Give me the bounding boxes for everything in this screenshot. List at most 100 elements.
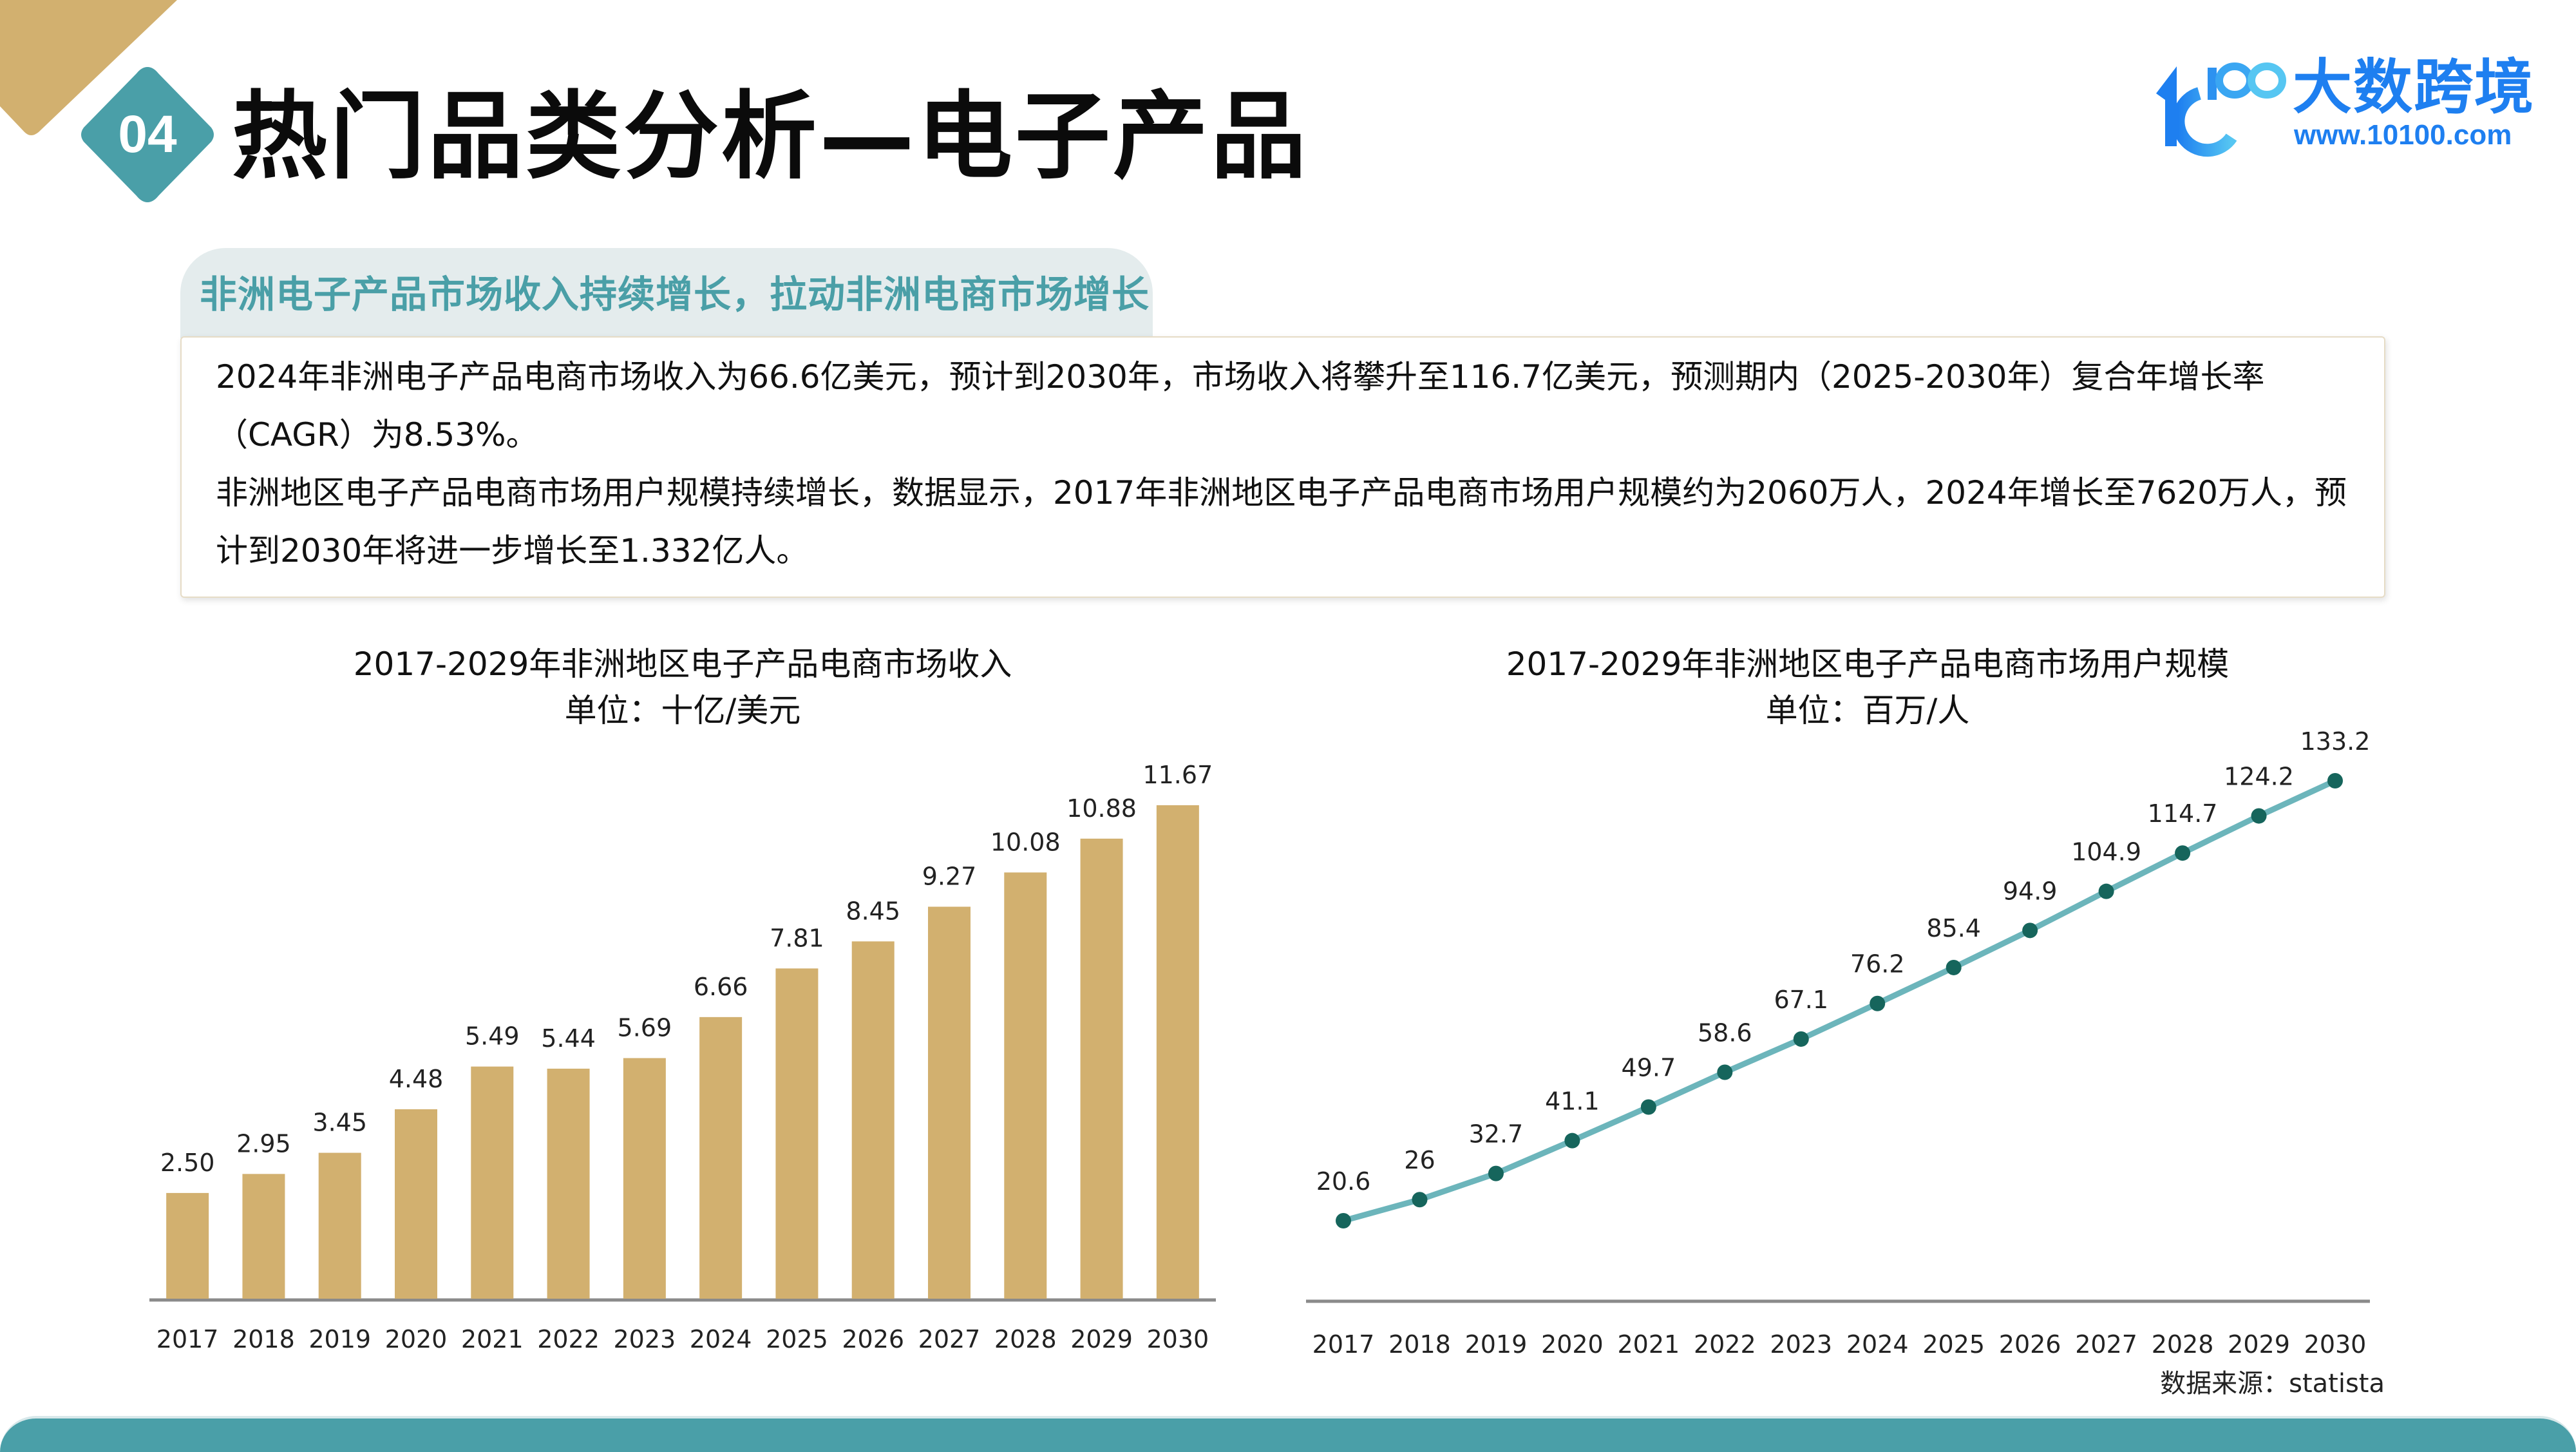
logo-name: 大数跨境 bbox=[2293, 53, 2535, 122]
section-number: 04 bbox=[118, 105, 177, 164]
line-chart-title: 2017-2029年非洲地区电子产品电商市场用户规模 单位：百万/人 bbox=[1288, 641, 2447, 734]
line-x-tick-label: 2021 bbox=[1617, 1330, 1680, 1359]
line-point-2021 bbox=[1640, 1099, 1656, 1115]
line-value-label: 133.2 bbox=[2300, 727, 2371, 756]
line-value-label: 41.1 bbox=[1545, 1087, 1600, 1116]
line-x-tick-label: 2017 bbox=[1312, 1330, 1375, 1359]
line-value-label: 32.7 bbox=[1469, 1120, 1524, 1149]
bar-value-label: 5.69 bbox=[618, 1014, 672, 1042]
line-point-2024 bbox=[1870, 995, 1886, 1011]
diamond-icon bbox=[81, 67, 214, 202]
line-value-label: 85.4 bbox=[1926, 914, 1981, 942]
line-x-tick-label: 2025 bbox=[1922, 1330, 1985, 1359]
bar-x-tick-label: 2018 bbox=[232, 1325, 295, 1353]
line-point-2022 bbox=[1717, 1064, 1733, 1080]
line-point-2019 bbox=[1488, 1165, 1504, 1181]
bar-x-tick-label: 2025 bbox=[766, 1325, 828, 1353]
line-point-2028 bbox=[2175, 845, 2191, 861]
users-series-line bbox=[1342, 778, 2336, 1224]
bar-chart-unit: 单位：十亿/美元 bbox=[564, 692, 801, 729]
line-value-label: 20.6 bbox=[1316, 1167, 1371, 1196]
bar-2019 bbox=[318, 1152, 361, 1299]
bar-x-tick-label: 2026 bbox=[842, 1325, 904, 1353]
bar-value-label: 9.27 bbox=[922, 863, 977, 891]
subtitle-tab bbox=[180, 248, 1153, 338]
brand-logo[interactable]: 大数跨境 www.10100.com bbox=[2151, 55, 2537, 158]
line-x-tick-label: 2027 bbox=[2075, 1330, 2137, 1359]
line-point-2018 bbox=[1412, 1192, 1428, 1208]
bar-2024 bbox=[699, 1017, 743, 1299]
bar-x-tick-label: 2029 bbox=[1070, 1325, 1133, 1353]
bar-2022 bbox=[547, 1068, 590, 1299]
line-x-tick-label: 2022 bbox=[1694, 1330, 1756, 1359]
line-point-2026 bbox=[2022, 922, 2038, 939]
data-source: 数据来源：statista bbox=[2160, 1369, 2385, 1399]
bar-value-label: 2.95 bbox=[236, 1129, 291, 1158]
bar-x-tick-label: 2017 bbox=[156, 1325, 219, 1353]
line-point-2020 bbox=[1564, 1132, 1580, 1149]
line-value-label: 104.9 bbox=[2071, 838, 2141, 866]
line-value-label: 49.7 bbox=[1622, 1053, 1676, 1082]
bar-2030 bbox=[1156, 805, 1199, 1299]
line-value-label: 124.2 bbox=[2224, 763, 2294, 791]
line-value-label: 26 bbox=[1404, 1146, 1435, 1174]
bar-x-tick-label: 2022 bbox=[537, 1325, 600, 1353]
line-value-label: 67.1 bbox=[1774, 986, 1828, 1014]
line-x-tick-label: 2019 bbox=[1465, 1330, 1528, 1359]
line-x-tick-label: 2024 bbox=[1846, 1330, 1909, 1359]
bar-value-label: 10.08 bbox=[990, 828, 1061, 856]
bar-2028 bbox=[1004, 872, 1047, 1299]
bar-2020 bbox=[395, 1109, 437, 1299]
line-point-2027 bbox=[2098, 883, 2114, 899]
line-x-tick-label: 2018 bbox=[1388, 1330, 1451, 1359]
bar-value-label: 10.88 bbox=[1066, 794, 1137, 823]
summary-box bbox=[180, 336, 2385, 598]
revenue-bar-chart: 2.50 2017 2.95 2018 3.45 2019 4.48 2020 5.49 2021… bbox=[149, 761, 1216, 1353]
line-point-2029 bbox=[2251, 808, 2267, 824]
bar-2025 bbox=[775, 968, 819, 1299]
bar-x-tick-label: 2021 bbox=[461, 1325, 524, 1353]
bar-2023 bbox=[623, 1058, 666, 1299]
line-point-2030 bbox=[2327, 773, 2343, 788]
bar-2026 bbox=[851, 941, 895, 1299]
line-chart-title-text: 2017-2029年非洲地区电子产品电商市场用户规模 bbox=[1506, 645, 2230, 683]
summary-paragraph-revenue: 2024年非洲电子产品电商市场收入为66.6亿美元，预计到2030年，市场收入将… bbox=[216, 358, 2265, 454]
line-x-tick-label: 2026 bbox=[1999, 1330, 2061, 1359]
line-point-2025 bbox=[1946, 959, 1962, 975]
bar-value-label: 6.66 bbox=[694, 973, 748, 1001]
users-line-chart: 20.6 2017 26 2018 32.7 2019 41.1 2020 49.7 2021 58… bbox=[1306, 727, 2370, 1359]
bar-value-label: 8.45 bbox=[846, 897, 900, 925]
bar-value-label: 4.48 bbox=[389, 1065, 444, 1093]
line-chart-unit: 单位：百万/人 bbox=[1765, 692, 1970, 729]
bar-x-tick-label: 2019 bbox=[308, 1325, 371, 1353]
bar-value-label: 7.81 bbox=[770, 924, 824, 952]
bar-x-tick-label: 2030 bbox=[1146, 1325, 1209, 1353]
bar-2027 bbox=[928, 906, 971, 1299]
bar-value-label: 2.50 bbox=[160, 1149, 215, 1177]
line-x-tick-label: 2028 bbox=[2152, 1330, 2214, 1359]
section-number-badge: 04 bbox=[76, 63, 219, 206]
bar-2029 bbox=[1080, 838, 1123, 1299]
bar-value-label: 3.45 bbox=[312, 1109, 367, 1137]
line-point-2017 bbox=[1336, 1213, 1351, 1228]
logo-10100-icon bbox=[2156, 62, 2286, 157]
bar-x-tick-label: 2027 bbox=[918, 1325, 981, 1353]
line-x-tick-label: 2030 bbox=[2304, 1330, 2367, 1359]
corner-triangle-shape bbox=[0, 0, 177, 135]
bar-value-label: 5.49 bbox=[465, 1022, 520, 1051]
line-x-tick-label: 2029 bbox=[2228, 1330, 2290, 1359]
bar-chart-title-text: 2017-2029年非洲地区电子产品电商市场收入 bbox=[353, 645, 1012, 683]
summary-text: 2024年非洲电子产品电商市场收入为66.6亿美元，预计到2030年，市场收入将… bbox=[216, 348, 2360, 580]
line-value-label: 94.9 bbox=[2003, 877, 2058, 905]
page-title: 热门品类分析—电子产品 bbox=[232, 81, 1309, 192]
bar-x-tick-label: 2023 bbox=[613, 1325, 676, 1353]
section-heading: 非洲电子产品市场收入持续增长，拉动非洲电商市场增长 bbox=[200, 272, 1150, 316]
line-x-tick-label: 2020 bbox=[1541, 1330, 1604, 1359]
summary-paragraph-users: 非洲地区电子产品电商市场用户规模持续增长，数据显示，2017年非洲地区电子产品电… bbox=[216, 474, 2347, 569]
bar-value-label: 11.67 bbox=[1142, 761, 1213, 789]
line-value-label: 76.2 bbox=[1850, 950, 1905, 979]
line-value-label: 58.6 bbox=[1698, 1019, 1752, 1047]
line-x-tick-label: 2023 bbox=[1770, 1330, 1832, 1359]
bar-2017 bbox=[166, 1192, 209, 1299]
